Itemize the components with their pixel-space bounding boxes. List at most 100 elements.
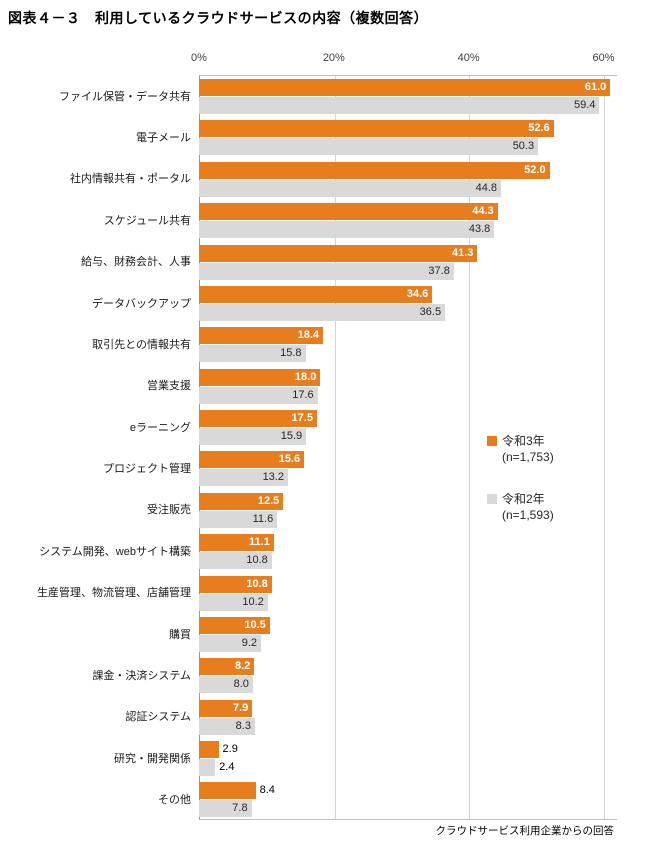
chart-row: 生産管理、物流管理、店舗管理 10.8 10.2	[0, 572, 617, 613]
bar-令和3年: 52.0	[199, 161, 550, 179]
bar-line-令和3年: 8.2	[199, 658, 617, 676]
bar-line-令和2年: 13.2	[199, 469, 617, 487]
value-label: 52.0	[524, 163, 546, 176]
bar-令和3年: 8.2	[199, 658, 255, 676]
bar-令和2年	[199, 759, 216, 776]
category-label: 電子メール	[136, 132, 191, 145]
chart-row: 取引先との情報共有 18.4 15.8	[0, 323, 617, 364]
bar-line-令和2年: 2.4	[199, 759, 617, 776]
value-label: 18.4	[297, 329, 320, 342]
value-label: 34.6	[406, 287, 429, 300]
legend-swatch	[487, 494, 497, 504]
x-tick-label: 0%	[191, 52, 207, 64]
bar-line-令和2年: 9.2	[199, 634, 617, 652]
category-label: 研究・開発関係	[114, 752, 191, 765]
chart-row: 受注販売 12.5 11.6	[0, 489, 617, 530]
bar-line-令和3年: 61.0	[199, 79, 617, 96]
value-label: 8.4	[259, 784, 275, 797]
value-label: 15.6	[278, 453, 301, 466]
bar-令和2年: 7.8	[199, 800, 252, 818]
bar-令和3年	[199, 741, 219, 758]
bar-令和3年: 34.6	[199, 285, 433, 303]
chart-row: 課金・決済システム 8.2 8.0	[0, 654, 617, 695]
category-label: 課金・決済システム	[92, 669, 191, 682]
chart-rows: ファイル保管・データ共有 61.0 59.4 電子メール 52.6 50.3 社内情報共有・…	[0, 75, 617, 820]
bar-line-令和2年: 17.6	[199, 386, 617, 404]
legend-entry: 令和3年 (n=1,753)	[487, 433, 554, 465]
value-label: 11.1	[249, 536, 270, 549]
bar-令和2年: 59.4	[199, 97, 600, 114]
bar-line-令和3年: 18.4	[199, 327, 617, 345]
category-label: 営業支援	[147, 380, 191, 393]
chart-row: プロジェクト管理 15.6 13.2	[0, 447, 617, 488]
bar-line-令和3年: 41.3	[199, 244, 617, 262]
bar-令和3年: 15.6	[199, 451, 305, 469]
value-label: 44.3	[472, 205, 494, 218]
bar-line-令和2年: 15.9	[199, 428, 617, 445]
bar-令和3年: 10.5	[199, 616, 270, 634]
bar-令和3年: 52.6	[199, 120, 554, 138]
x-axis-ticks: 0% 20% 40% 60%	[191, 52, 617, 70]
legend-series-name: 令和3年	[502, 434, 545, 448]
legend-swatch	[487, 436, 497, 446]
bar-group: 8.4 7.8	[199, 778, 617, 819]
bar-令和2年: 10.8	[199, 552, 272, 570]
bar-line-令和2年: 37.8	[199, 262, 617, 280]
bar-令和3年	[199, 782, 256, 800]
category-label: 社内情報共有・ポータル	[70, 173, 191, 186]
bar-令和3年: 7.9	[199, 699, 253, 717]
bar-令和2年: 8.3	[199, 717, 255, 735]
bar-line-令和2年: 10.2	[199, 593, 617, 611]
gridline	[603, 76, 605, 819]
chart-row: eラーニング 17.5 15.9	[0, 406, 617, 447]
bar-group: 7.9 8.3	[199, 696, 617, 737]
value-label: 17.5	[291, 412, 313, 424]
bar-group: 34.6 36.5	[199, 282, 617, 323]
value-label: 44.8	[475, 181, 498, 194]
bar-令和3年: 18.0	[199, 368, 321, 386]
chart-row: システム開発、webサイト構築 11.1 10.8	[0, 530, 617, 571]
value-label: 9.2	[241, 636, 258, 649]
category-label: データバックアップ	[92, 297, 191, 310]
x-tick-label: 60%	[592, 52, 615, 64]
bar-令和3年: 41.3	[199, 244, 478, 262]
bar-line-令和3年: 12.5	[199, 492, 617, 510]
value-label: 8.0	[233, 678, 249, 691]
category-label: その他	[158, 794, 191, 807]
category-label: スケジュール共有	[103, 214, 191, 227]
plot-area: ファイル保管・データ共有 61.0 59.4 電子メール 52.6 50.3 社内情報共有・…	[0, 75, 617, 820]
chart-row: スケジュール共有 44.3 43.8	[0, 199, 617, 240]
legend-text: 令和2年 (n=1,593)	[502, 491, 554, 523]
value-label: 11.6	[252, 512, 274, 525]
bar-group: 10.8 10.2	[199, 572, 617, 613]
value-label: 10.8	[246, 554, 268, 567]
bar-group: 11.1 10.8	[199, 530, 617, 571]
bar-group: 18.0 17.6	[199, 365, 617, 406]
bar-line-令和2年: 8.0	[199, 676, 617, 694]
bar-令和2年: 11.6	[199, 510, 278, 528]
bar-group: 17.5 15.9	[199, 406, 617, 447]
bar-group: 15.6 13.2	[199, 447, 617, 488]
bar-令和3年: 12.5	[199, 492, 284, 510]
value-label: 36.5	[419, 305, 442, 318]
bar-令和2年: 15.9	[199, 428, 307, 445]
legend: 令和3年 (n=1,753) 令和2年 (n=1,593)	[487, 433, 554, 523]
gridlines	[199, 75, 617, 820]
bar-group: 61.0 59.4	[199, 75, 617, 116]
bar-令和2年: 10.2	[199, 593, 268, 611]
category-label: プロジェクト管理	[103, 463, 191, 476]
value-label: 59.4	[574, 99, 596, 111]
bar-line-令和2年: 7.8	[199, 800, 617, 818]
value-label: 43.8	[468, 223, 491, 236]
value-label: 37.8	[428, 264, 450, 277]
bar-group: 41.3 37.8	[199, 241, 617, 282]
bar-line-令和3年: 7.9	[199, 699, 617, 717]
legend-series-n: (n=1,593)	[502, 508, 554, 522]
bar-group: 44.3 43.8	[199, 199, 617, 240]
category-label: 購買	[169, 628, 191, 641]
bar-令和3年: 44.3	[199, 203, 498, 221]
chart-row: 研究・開発関係 2.9 2.4	[0, 737, 617, 778]
category-label: 受注販売	[147, 504, 191, 517]
bar-令和2年: 17.6	[199, 386, 318, 404]
